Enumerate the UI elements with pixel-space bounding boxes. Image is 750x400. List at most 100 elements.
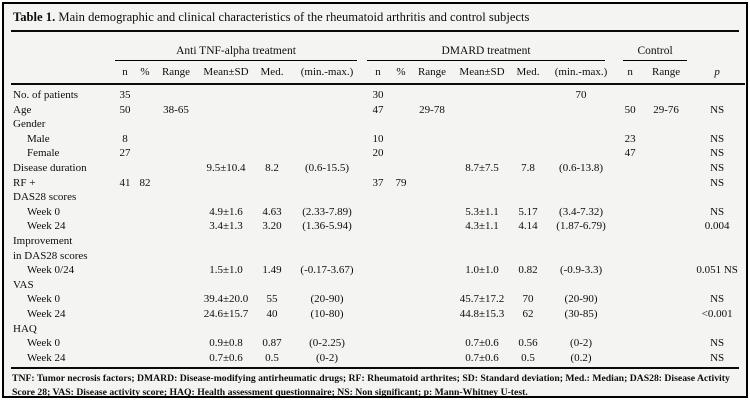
- table-title: Table 1. Main demographic and clinical c…: [11, 4, 739, 32]
- cell: [289, 249, 365, 264]
- cell: (3.4-7.32): [559, 205, 604, 218]
- cell: [411, 176, 453, 191]
- cell: [511, 146, 545, 161]
- cell: [391, 117, 411, 132]
- cell: [197, 176, 255, 191]
- cell: 29-76: [653, 103, 679, 116]
- cell: [453, 234, 511, 249]
- table-row: HAQ: [11, 322, 745, 337]
- cell: NS: [710, 161, 725, 174]
- cell: [197, 190, 255, 205]
- cell: [643, 263, 689, 278]
- cell: [115, 278, 135, 293]
- cell: [391, 307, 411, 322]
- cell: [155, 146, 197, 161]
- cell: 37: [372, 176, 384, 189]
- cell: [411, 146, 453, 161]
- cell: [643, 146, 689, 161]
- cell: [411, 322, 453, 337]
- cell: [617, 307, 643, 322]
- table-row: No. of patients 35 30 70: [11, 85, 745, 103]
- table-row: Age 50 38-65 47 29-78 50 29-76 NS: [11, 103, 745, 118]
- cell: [643, 278, 689, 293]
- subheader-p: p: [689, 61, 746, 85]
- cell: [545, 249, 617, 264]
- cell: [511, 234, 545, 249]
- cell: [643, 322, 689, 337]
- cell: [155, 205, 197, 220]
- table-row: Male 8 10 23 NS: [11, 132, 745, 147]
- cell: [115, 219, 135, 234]
- cell: 24.6±15.7: [203, 307, 249, 320]
- cell: NS: [710, 132, 725, 145]
- table-row: Improvement: [11, 234, 745, 249]
- row-label: Week 24: [27, 351, 66, 364]
- cell: [411, 278, 453, 293]
- subheader-dmard-range: Range: [411, 61, 453, 85]
- cell: (-0.9-3.3): [559, 264, 603, 277]
- subheader-tnf-range: Range: [155, 61, 197, 85]
- cell: [289, 234, 365, 249]
- cell: [135, 205, 155, 220]
- cell: [197, 132, 255, 147]
- cell: [255, 249, 289, 264]
- cell: [453, 146, 511, 161]
- cell: [689, 85, 745, 103]
- cell: 70: [575, 89, 587, 101]
- cell: 0.82: [518, 264, 538, 277]
- cell: [155, 322, 197, 337]
- cell: [197, 234, 255, 249]
- cell: (2.33-7.89): [302, 205, 352, 218]
- cell: (1.87-6.79): [556, 220, 606, 233]
- cell: NS: [710, 103, 725, 116]
- row-label: RF +: [13, 176, 36, 189]
- cell: 79: [395, 176, 407, 189]
- cell: [155, 176, 197, 191]
- cell: [411, 351, 453, 366]
- cell: [643, 351, 689, 366]
- table-row: RF + 41 82 37 79 NS: [11, 176, 745, 191]
- cell: [255, 146, 289, 161]
- cell: 0.051 NS: [696, 264, 738, 277]
- cell: [155, 190, 197, 205]
- cell: [197, 249, 255, 264]
- cell: [365, 292, 391, 307]
- cell: [411, 85, 453, 103]
- subheader-tnf-minmax: (min.-max.): [289, 61, 365, 85]
- cell: 5.3±1.1: [465, 205, 499, 218]
- cell: 27: [119, 147, 131, 160]
- subheader-dmard-minmax: (min.-max.): [545, 61, 618, 85]
- cell: [255, 190, 289, 205]
- cell: [289, 176, 365, 191]
- subheader-dmard-n: n: [365, 61, 391, 85]
- cell: [115, 263, 135, 278]
- cell: [411, 249, 453, 264]
- cell: (0.6-15.5): [305, 161, 349, 174]
- cell: 0.7±0.6: [465, 351, 499, 364]
- row-label: Improvement: [13, 234, 73, 247]
- cell: [643, 176, 689, 191]
- cell: [545, 146, 617, 161]
- cell: 44.8±15.3: [459, 307, 505, 320]
- cell: [289, 85, 365, 103]
- cell: [155, 351, 197, 366]
- cell: 0.5: [265, 351, 279, 364]
- cell: [135, 219, 155, 234]
- table-row: Week 24 0.7±0.6 0.5 (0-2) 0.7±0.6 0.5 (0.2) NS: [11, 351, 745, 366]
- empty-corner: [11, 34, 115, 61]
- row-label: VAS: [13, 278, 34, 291]
- cell: [511, 85, 545, 103]
- group-control-label: Control: [623, 45, 688, 61]
- data-table: Anti TNF-alpha treatment DMARD treatment…: [11, 34, 746, 366]
- cell: <0.001: [701, 307, 733, 320]
- cell: [391, 85, 411, 103]
- cell: 29-78: [419, 103, 445, 116]
- cell: [365, 190, 391, 205]
- cell: NS: [710, 337, 725, 350]
- cell: [511, 132, 545, 147]
- cell: [365, 205, 391, 220]
- cell: [155, 249, 197, 264]
- row-label: Week 0/24: [27, 264, 75, 277]
- cell: 55: [266, 293, 278, 306]
